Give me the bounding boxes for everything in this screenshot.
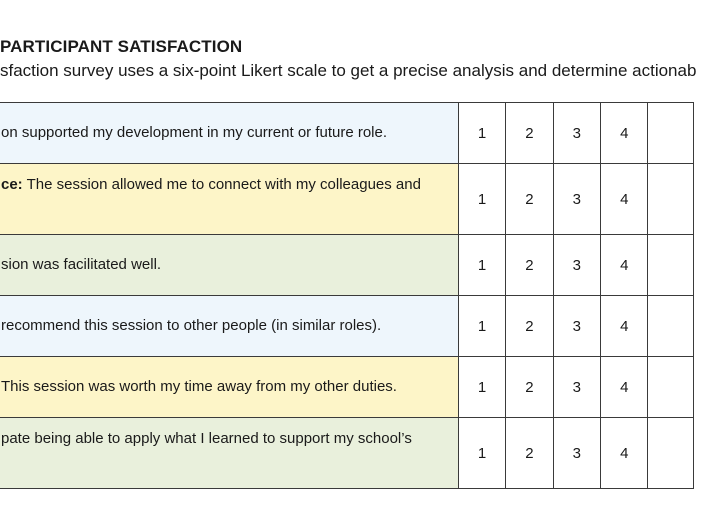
page-subtitle: sfaction survey uses a six-point Likert … — [0, 61, 697, 80]
statement-cell: pate being able to apply what I learned … — [0, 417, 459, 489]
scale-option[interactable]: 1 — [457, 295, 507, 357]
scale-option[interactable]: 4 — [600, 417, 649, 489]
scale-option[interactable]: 2 — [505, 163, 554, 235]
statement-text: recommend this session to other people (… — [1, 317, 382, 334]
statement-text: The session allowed me to connect with m… — [22, 176, 421, 193]
scale-option[interactable]: 1 — [457, 234, 507, 296]
statement-cell: on supported my development in my curren… — [0, 102, 459, 164]
statement-cell: sion was facilitated well. — [0, 234, 459, 296]
statement-cell: This session was worth my time away from… — [0, 356, 459, 418]
table-row: on supported my development in my curren… — [0, 102, 694, 164]
table-row: ce: The session allowed me to connect wi… — [0, 163, 694, 235]
scale-option[interactable]: 2 — [505, 295, 554, 357]
scale-option[interactable]: 4 — [600, 295, 649, 357]
scale-option[interactable]: 4 — [600, 234, 649, 296]
scale-option[interactable]: 2 — [505, 417, 554, 489]
page-title: PARTICIPANT SATISFACTION — [0, 37, 243, 56]
scale-option[interactable]: 1 — [457, 163, 507, 235]
statement-text: on supported my development in my curren… — [1, 124, 388, 141]
scale-option[interactable]: 2 — [505, 356, 554, 418]
scale-option[interactable]: 1 — [457, 102, 507, 164]
scale-option[interactable]: 3 — [552, 234, 602, 296]
scale-option-cut[interactable] — [647, 417, 694, 489]
scale-option[interactable]: 4 — [600, 356, 649, 418]
statement-label: ce: — [1, 176, 23, 193]
scale-option-cut[interactable] — [647, 102, 694, 164]
scale-option[interactable]: 4 — [600, 102, 649, 164]
scale-option[interactable]: 3 — [552, 295, 602, 357]
scale-option-cut[interactable] — [647, 356, 694, 418]
scale-option[interactable]: 2 — [505, 234, 554, 296]
scale-option[interactable]: 3 — [552, 417, 602, 489]
scale-option[interactable]: 3 — [552, 163, 602, 235]
scale-option[interactable]: 2 — [505, 102, 554, 164]
scale-option[interactable]: 3 — [552, 356, 602, 418]
statement-cell: recommend this session to other people (… — [0, 295, 459, 357]
scale-option[interactable]: 1 — [457, 356, 507, 418]
table-row: sion was facilitated well. 1 2 3 4 — [0, 234, 694, 296]
statement-cell: ce: The session allowed me to connect wi… — [0, 163, 459, 235]
scale-option[interactable]: 3 — [552, 102, 602, 164]
statement-text: This session was worth my time away from… — [1, 378, 397, 395]
scale-option[interactable]: 1 — [457, 417, 507, 489]
scale-option[interactable]: 4 — [600, 163, 649, 235]
table-row: pate being able to apply what I learned … — [0, 417, 694, 489]
statement-text: pate being able to apply what I learned … — [1, 430, 412, 447]
scale-option-cut[interactable] — [647, 234, 694, 296]
scale-option-cut[interactable] — [647, 295, 694, 357]
table-row: This session was worth my time away from… — [0, 356, 694, 418]
scale-option-cut[interactable] — [647, 163, 694, 235]
likert-table: on supported my development in my curren… — [0, 102, 694, 489]
statement-text: sion was facilitated well. — [1, 256, 162, 273]
table-row: recommend this session to other people (… — [0, 295, 694, 357]
